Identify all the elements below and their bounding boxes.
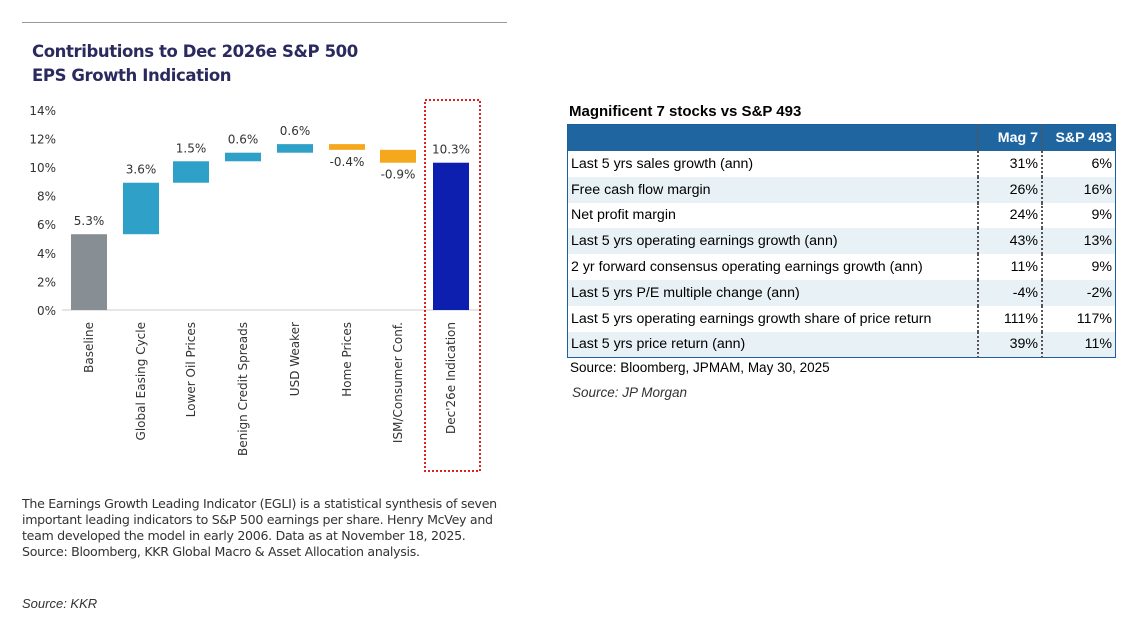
table-row: Last 5 yrs price return (ann) 39% 11%	[567, 331, 1116, 358]
sp493-cell: -2%	[1041, 279, 1116, 306]
chart-note: The Earnings Growth Leading Indicator (E…	[22, 496, 497, 559]
waterfall-chart: 0% 2% 4% 6% 8% 10% 12% 14% 5.3% Baseline 3.6% Globa…	[29, 99, 482, 472]
bar-6	[380, 149, 416, 163]
metric-cell: Last 5 yrs sales growth (ann)	[571, 155, 754, 172]
chart-title: Contributions to Dec 2026e S&P 500 EPS Gr…	[32, 40, 358, 88]
bar-4	[277, 144, 313, 153]
metric-cell: Last 5 yrs P/E multiple change (ann)	[567, 279, 978, 306]
source-jpmam: Source: Bloomberg, JPMAM, May 30, 2025	[570, 360, 830, 375]
data-label: 0.6%	[228, 133, 259, 147]
bar-2	[173, 161, 209, 183]
divider-line	[22, 22, 507, 23]
data-label: 0.6%	[280, 124, 311, 138]
bar-5	[329, 144, 365, 150]
y-tick-label: 10%	[29, 161, 56, 175]
header-sp493: S&P 493	[1041, 124, 1116, 151]
x-tick-label: Home Prices	[340, 322, 354, 397]
data-label: -0.4%	[330, 155, 365, 169]
data-label: 3.6%	[126, 163, 157, 177]
table-row: Last 5 yrs sales growth (ann) 31% 6%	[568, 151, 1116, 177]
x-tick-label: Global Easing Cycle	[134, 322, 148, 440]
data-label: 10.3%	[432, 143, 470, 157]
table-row: Last 5 yrs operating earnings growth sha…	[568, 305, 1116, 332]
table-row: Last 5 yrs operating earnings growth (an…	[567, 228, 1116, 255]
mag7-cell: 11%	[977, 254, 1042, 280]
mag7-cell: 31%	[977, 151, 1042, 177]
data-label: 5.3%	[74, 214, 105, 228]
y-tick-label: 14%	[29, 104, 56, 118]
table-header: Mag 7 S&P 493	[567, 124, 1116, 151]
mag7-cell: -4%	[977, 279, 1042, 306]
highlight-box	[424, 99, 481, 472]
x-tick-label: ISM/Consumer Conf.	[391, 322, 405, 443]
bar-0	[71, 234, 107, 310]
mag7-cell: 24%	[977, 202, 1042, 229]
comparison-table: Mag 7 S&P 493 Last 5 yrs sales growth (a…	[567, 124, 1116, 359]
bar-3	[225, 152, 261, 162]
chart-title-line2: EPS Growth Indication	[32, 66, 232, 85]
table-title: Magnificent 7 stocks vs S&P 493	[569, 103, 802, 120]
header-mag7: Mag 7	[977, 124, 1042, 151]
x-tick-label: Lower Oil Prices	[184, 322, 198, 417]
metric-cell: Last 5 yrs operating earnings growth (an…	[567, 228, 978, 255]
x-tick-label: Benign Credit Spreads	[236, 322, 250, 456]
metric-cell: Last 5 yrs operating earnings growth sha…	[571, 310, 932, 327]
y-tick-label: 6%	[37, 218, 56, 232]
x-tick-label: USD Weaker	[288, 322, 302, 396]
y-tick-label: 2%	[37, 275, 56, 289]
y-tick-label: 0%	[37, 304, 56, 318]
mag7-cell: 26%	[977, 176, 1042, 203]
source-jpmorgan: Source: JP Morgan	[572, 385, 688, 400]
bar-7	[433, 162, 469, 310]
header-metric	[567, 124, 978, 151]
source-kkr: Source: KKR	[22, 596, 98, 611]
mag7-cell: 111%	[977, 305, 1042, 332]
chart-title-line1: Contributions to Dec 2026e S&P 500	[32, 42, 358, 61]
sp493-cell: 6%	[1041, 151, 1116, 177]
sp493-cell: 16%	[1041, 176, 1116, 203]
sp493-cell: 9%	[1041, 202, 1116, 229]
table-row: 2 yr forward consensus operating earning…	[568, 254, 1116, 280]
table-row: Net profit margin 24% 9%	[568, 202, 1116, 229]
mag7-cell: 39%	[977, 331, 1042, 358]
metric-cell: 2 yr forward consensus operating earning…	[571, 259, 923, 276]
x-tick-label: Baseline	[82, 322, 96, 373]
sp493-cell: 13%	[1041, 228, 1116, 255]
y-tick-label: 8%	[37, 190, 56, 204]
x-tick-label: Dec'26e Indication	[444, 322, 458, 434]
y-tick-label: 4%	[37, 247, 56, 261]
sp493-cell: 117%	[1041, 305, 1116, 332]
sp493-cell: 9%	[1041, 254, 1116, 280]
data-label: 1.5%	[176, 141, 207, 155]
table-row: Last 5 yrs P/E multiple change (ann) -4% -…	[567, 279, 1116, 306]
table-row: Free cash flow margin 26% 16%	[567, 176, 1116, 203]
sp493-cell: 11%	[1041, 331, 1116, 358]
mag7-cell: 43%	[977, 228, 1042, 255]
metric-cell: Last 5 yrs price return (ann)	[567, 331, 978, 358]
bar-1	[123, 182, 159, 235]
metric-cell: Free cash flow margin	[567, 176, 978, 203]
y-tick-label: 12%	[29, 132, 56, 146]
data-label: -0.9%	[381, 168, 416, 182]
metric-cell: Net profit margin	[571, 207, 676, 224]
